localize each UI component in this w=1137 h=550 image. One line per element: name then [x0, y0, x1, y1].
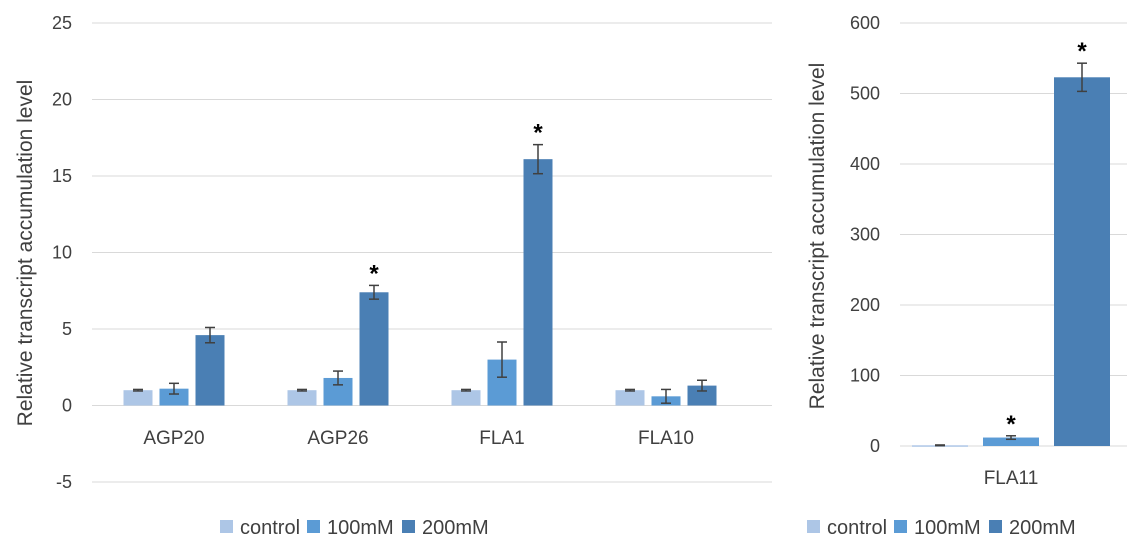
- bar-200mm: [687, 385, 717, 406]
- bar-200mm: [195, 335, 225, 406]
- category-label: AGP26: [307, 428, 368, 449]
- bar-control: [451, 390, 481, 406]
- y-tick-label: 600: [850, 13, 880, 33]
- bar-200mm: [523, 159, 553, 406]
- legend-swatch-100mm: [307, 520, 320, 533]
- legend-label-100mm: 100mM: [914, 517, 981, 539]
- y-tick-label: 10: [52, 243, 72, 263]
- legend-label-200mm: 200mM: [1009, 517, 1076, 539]
- category-label: AGP20: [143, 428, 204, 449]
- chart-right: 0 100 200 300 400 500 600 Relative transcript a…: [806, 13, 1127, 539]
- bar-control: [123, 390, 153, 406]
- y-tick-label: 200: [850, 295, 880, 315]
- bar-control: [615, 390, 645, 406]
- significance-marker: *: [533, 120, 543, 147]
- y-axis-label: Relative transcript accumulation level: [806, 63, 829, 410]
- y-tick-label: 25: [52, 13, 72, 33]
- significance-marker: *: [1077, 38, 1087, 65]
- y-tick-label: 300: [850, 225, 880, 245]
- legend-swatch-100mm: [894, 520, 907, 533]
- legend-label-control: control: [240, 517, 300, 539]
- category-label: FLA11: [984, 468, 1039, 489]
- significance-marker: *: [1006, 411, 1016, 438]
- legend-swatch-control: [807, 520, 820, 533]
- y-tick-label: 100: [850, 366, 880, 386]
- bar-200mm: [1054, 77, 1110, 446]
- chart-left: -5 0 5 10 15 20 25 Relative transcript accumula…: [14, 13, 772, 539]
- bar-200mm: [359, 292, 389, 406]
- legend-swatch-200mm: [989, 520, 1002, 533]
- legend-swatch-200mm: [402, 520, 415, 533]
- category-label: FLA1: [479, 428, 524, 449]
- bar-100mm: [983, 437, 1039, 446]
- y-tick-label: 0: [62, 396, 72, 416]
- significance-marker: *: [369, 260, 379, 287]
- legend-label-200mm: 200mM: [422, 517, 489, 539]
- legend-label-control: control: [827, 517, 887, 539]
- bar-100mm: [159, 388, 189, 406]
- bar-control: [287, 390, 317, 406]
- y-axis-label: Relative transcript accumulation level: [14, 80, 37, 427]
- y-tick-label: 5: [62, 319, 72, 339]
- y-tick-label: 15: [52, 166, 72, 186]
- y-tick-label: 500: [850, 84, 880, 104]
- y-tick-label: -5: [56, 472, 72, 492]
- y-tick-label: 0: [870, 436, 880, 456]
- category-label: FLA10: [638, 428, 694, 449]
- legend-label-100mm: 100mM: [327, 517, 394, 539]
- legend-swatch-control: [220, 520, 233, 533]
- y-tick-label: 400: [850, 154, 880, 174]
- y-tick-label: 20: [52, 90, 72, 110]
